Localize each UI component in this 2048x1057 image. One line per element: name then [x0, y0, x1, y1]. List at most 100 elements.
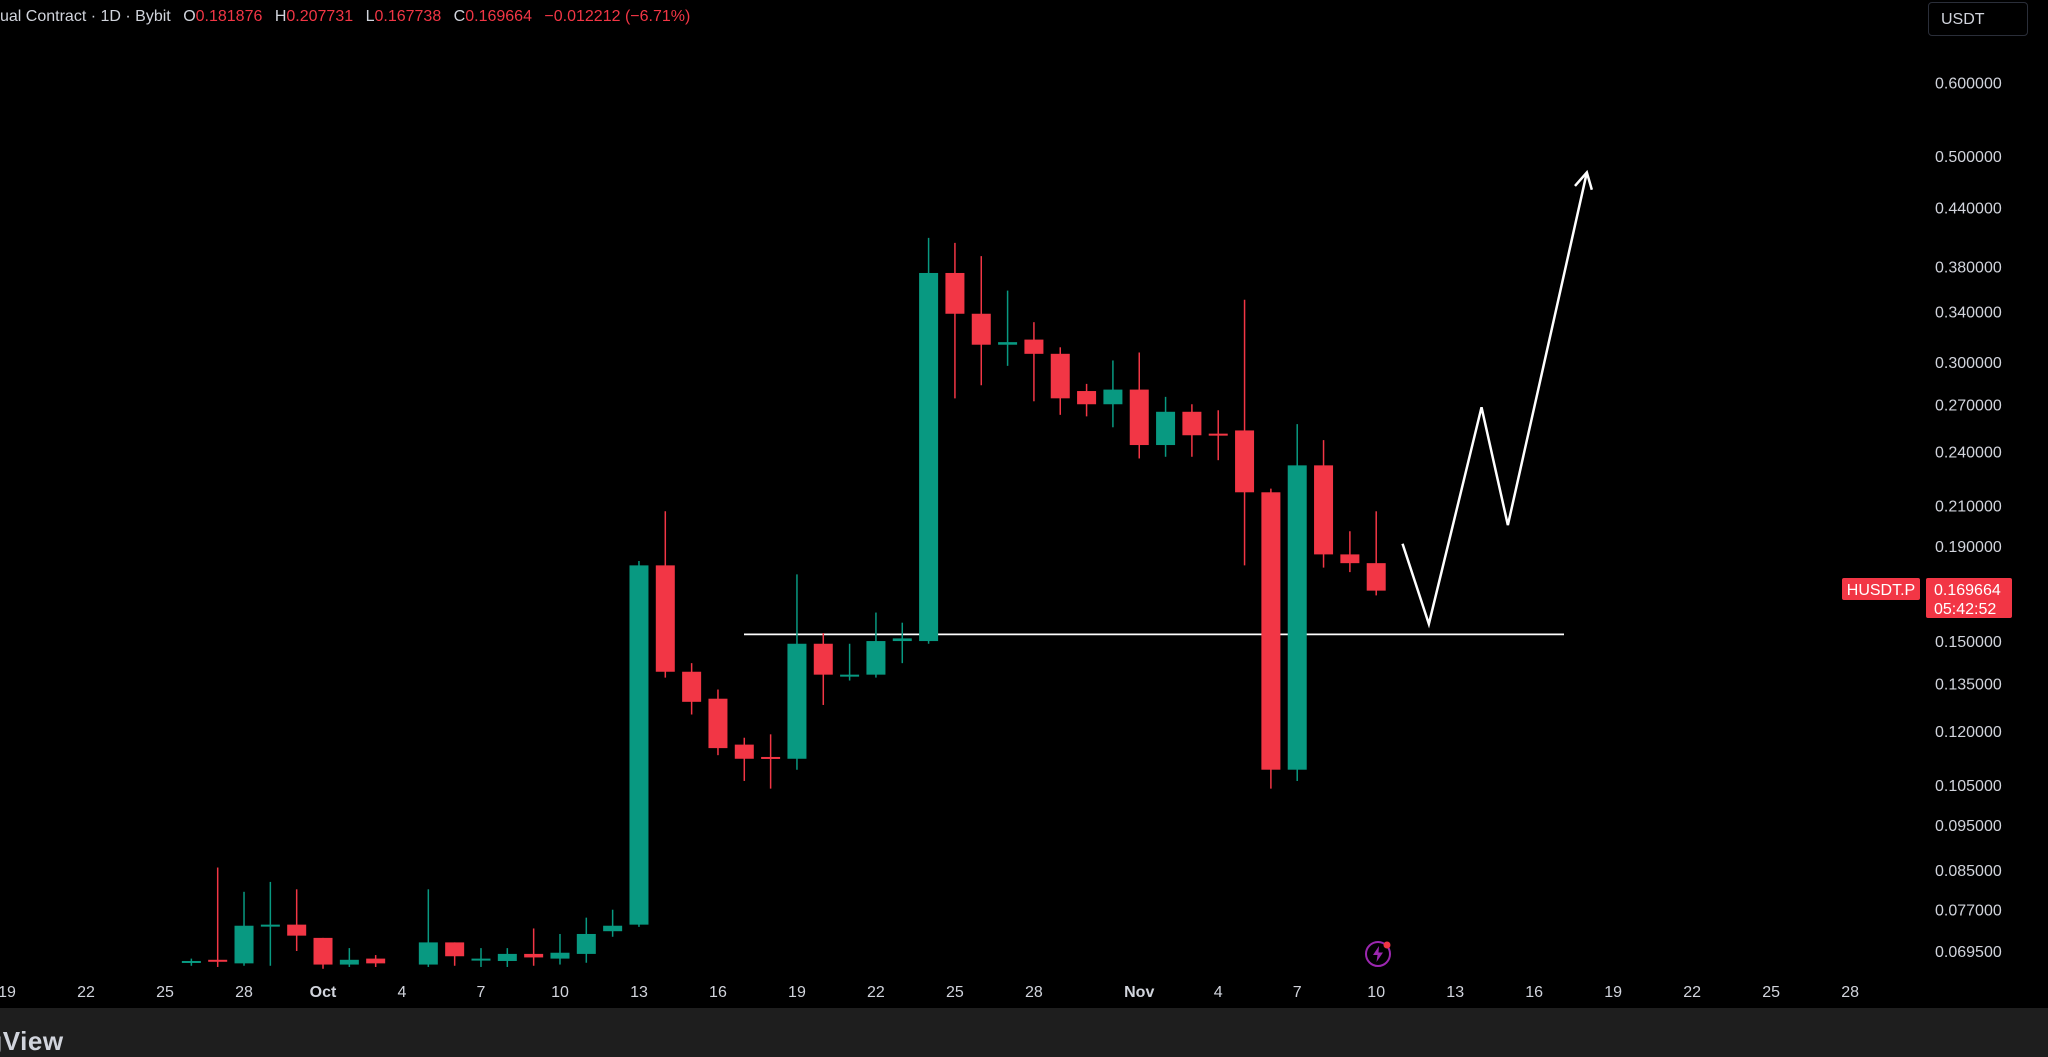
- time-tick-label: 7: [1293, 984, 1302, 1001]
- open-label: O: [183, 8, 196, 25]
- candle-down: [1024, 339, 1044, 354]
- candle-down: [734, 744, 754, 759]
- candle-down: [945, 272, 965, 314]
- time-tick-label: 16: [1525, 984, 1543, 1001]
- time-tick-label: 25: [946, 984, 964, 1001]
- candle-down: [813, 643, 833, 675]
- low-label: L: [365, 8, 375, 25]
- candle-up: [418, 942, 438, 965]
- time-tick-label: 10: [1367, 984, 1385, 1001]
- candle-up: [603, 925, 623, 932]
- candle-up: [576, 933, 596, 954]
- price-tick-label: 0.340000: [1935, 304, 2002, 321]
- price-tick-label: 0.600000: [1935, 76, 2002, 93]
- candle-up: [1287, 465, 1307, 770]
- candle-up: [866, 641, 886, 675]
- time-tick-label: 16: [709, 984, 727, 1001]
- tradingview-watermark[interactable]: ngView: [0, 1026, 64, 1056]
- price-tick-label: 0.085000: [1935, 863, 2002, 880]
- price-axis[interactable]: 0.600000 0.500000 0.440000 0.380000 0.340000…: [1935, 76, 2002, 961]
- time-tick-label: 25: [156, 984, 174, 1001]
- symbol-label-box: [1842, 578, 1920, 600]
- candle-down: [1235, 430, 1255, 493]
- currency-button[interactable]: USDT: [1928, 2, 2028, 36]
- change-value: −0.012212 (−6.71%): [544, 8, 691, 25]
- symbol-title[interactable]: ual Contract · 1D · Bybit: [0, 8, 171, 25]
- candle-up: [1156, 411, 1176, 446]
- price-tick-label: 0.077000: [1935, 903, 2002, 920]
- candle-down: [287, 924, 307, 936]
- candle-down: [208, 959, 228, 962]
- price-tick-label: 0.150000: [1935, 634, 2002, 651]
- time-tick-label: 4: [1214, 984, 1223, 1001]
- time-tick-label: 19: [788, 984, 806, 1001]
- price-tick-label: 0.270000: [1935, 397, 2002, 414]
- candle-down: [1182, 411, 1202, 436]
- candle-down: [524, 953, 544, 958]
- time-axis[interactable]: 19 22 25 28 Oct 4 7 10 13 16 19 22 25 28 Nov 4 7 10 13 16 19…: [0, 984, 1859, 1001]
- price-tick-label: 0.300000: [1935, 355, 2002, 372]
- close-value: 0.169664: [465, 8, 532, 25]
- price-tick-label: 0.240000: [1935, 445, 2002, 462]
- candle-up: [998, 342, 1018, 345]
- price-tick-label: 0.105000: [1935, 778, 2002, 795]
- candle-bodies: [181, 272, 1386, 965]
- candle-up: [629, 565, 649, 925]
- footer-bar: [0, 1008, 2048, 1057]
- time-tick-label: Oct: [310, 984, 337, 1001]
- candle-up: [339, 959, 359, 965]
- time-tick-label: 28: [1025, 984, 1043, 1001]
- high-value: 0.207731: [286, 8, 354, 25]
- symbol-legend: ual Contract · 1D · Bybit O0.181876 H0.2…: [0, 8, 690, 30]
- time-tick-label: 7: [477, 984, 486, 1001]
- candle-down: [655, 565, 675, 672]
- projection-arrowhead: [1574, 169, 1594, 191]
- candle-down: [1340, 554, 1360, 564]
- time-tick-label: 22: [867, 984, 885, 1001]
- time-tick-label: Nov: [1124, 984, 1154, 1001]
- candle-down: [708, 698, 728, 749]
- candle-up: [892, 638, 912, 642]
- last-price-tag: HUSDT.P 0.169664 05:42:52: [1842, 578, 2012, 618]
- candle-down: [1314, 465, 1334, 555]
- time-tick-label: 10: [551, 984, 569, 1001]
- time-tick-label: 22: [77, 984, 95, 1001]
- last-price-value: 0.169664: [1934, 582, 2001, 599]
- low-value: 0.167738: [374, 8, 442, 25]
- time-tick-label: 19: [0, 984, 16, 1001]
- candle-down: [761, 756, 781, 759]
- candle-up: [550, 952, 570, 959]
- candle-down: [971, 313, 991, 345]
- close-label: C: [453, 8, 466, 25]
- time-tick-label: 4: [398, 984, 407, 1001]
- candle-down: [1077, 391, 1097, 405]
- price-tick-label: 0.440000: [1935, 201, 2002, 218]
- high-label: H: [274, 8, 287, 25]
- time-tick-label: 22: [1683, 984, 1701, 1001]
- candle-down: [1208, 433, 1228, 436]
- candle-down: [366, 958, 386, 964]
- candle-wicks: [190, 237, 1377, 969]
- time-tick-label: 19: [1604, 984, 1622, 1001]
- candlestick-chart[interactable]: 0.600000 0.500000 0.440000 0.380000 0.340000…: [0, 0, 2048, 1008]
- price-tick-label: 0.120000: [1935, 724, 2002, 741]
- candle-down: [1261, 492, 1281, 770]
- price-tick-label: 0.380000: [1935, 260, 2002, 277]
- symbol-label: HUSDT.P: [1847, 582, 1915, 599]
- candle-up: [471, 958, 491, 961]
- open-value: 0.181876: [195, 8, 263, 25]
- bar-countdown: 05:42:52: [1934, 601, 1996, 618]
- candle-up: [260, 924, 280, 927]
- time-tick-label: 25: [1762, 984, 1780, 1001]
- time-tick-label: 28: [235, 984, 253, 1001]
- candle-up: [181, 960, 201, 963]
- price-tick-label: 0.069500: [1935, 944, 2002, 961]
- time-tick-label: 13: [1446, 984, 1464, 1001]
- projection-drawing[interactable]: [1401, 169, 1594, 629]
- candle-down: [682, 671, 702, 702]
- price-tick-label: 0.135000: [1935, 677, 2002, 694]
- price-tick-label: 0.095000: [1935, 818, 2002, 835]
- candle-down: [313, 937, 333, 965]
- flash-icon[interactable]: [1364, 940, 1392, 968]
- time-tick-label: 13: [630, 984, 648, 1001]
